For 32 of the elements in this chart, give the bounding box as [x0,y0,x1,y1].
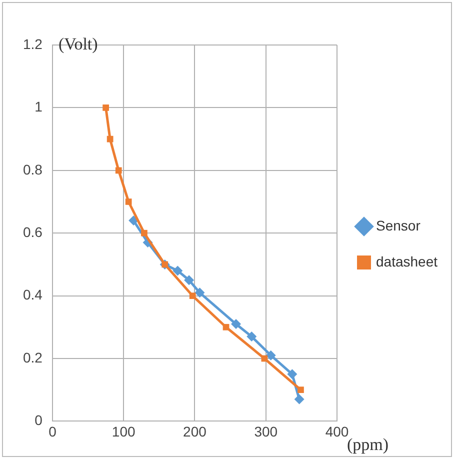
point [246,332,257,342]
y-tick-label: 0 [34,412,43,428]
x-tick-label: 400 [325,423,349,440]
x-tick-label: 300 [254,423,278,440]
x-tick-label: 200 [183,423,207,440]
point [141,230,148,236]
legend-label: datasheet [376,253,438,270]
point [102,104,109,111]
x-axis-title: (ppm) [347,435,389,454]
point [294,394,304,404]
point [115,167,122,174]
y-tick-label: 0.6 [22,224,43,240]
y-axis-title: (Volt) [58,34,98,54]
point [106,136,114,142]
y-tick-label: 1 [34,98,43,115]
point [222,324,230,330]
point [287,369,298,380]
legend-label: Sensor [376,217,421,234]
point [184,275,194,286]
point [189,292,196,299]
x-tick-label: 0 [48,423,57,440]
point [298,386,304,394]
y-tick-label: 1.2 [22,36,43,52]
point [172,266,183,276]
point [230,319,241,330]
x-tick-label: 100 [112,423,136,440]
point [194,288,205,298]
y-tick-label: 0.8 [22,161,43,178]
y-tick-label: 0.4 [22,286,43,303]
y-tick-label: 0.2 [22,349,43,366]
point [266,350,276,360]
point [125,198,132,205]
